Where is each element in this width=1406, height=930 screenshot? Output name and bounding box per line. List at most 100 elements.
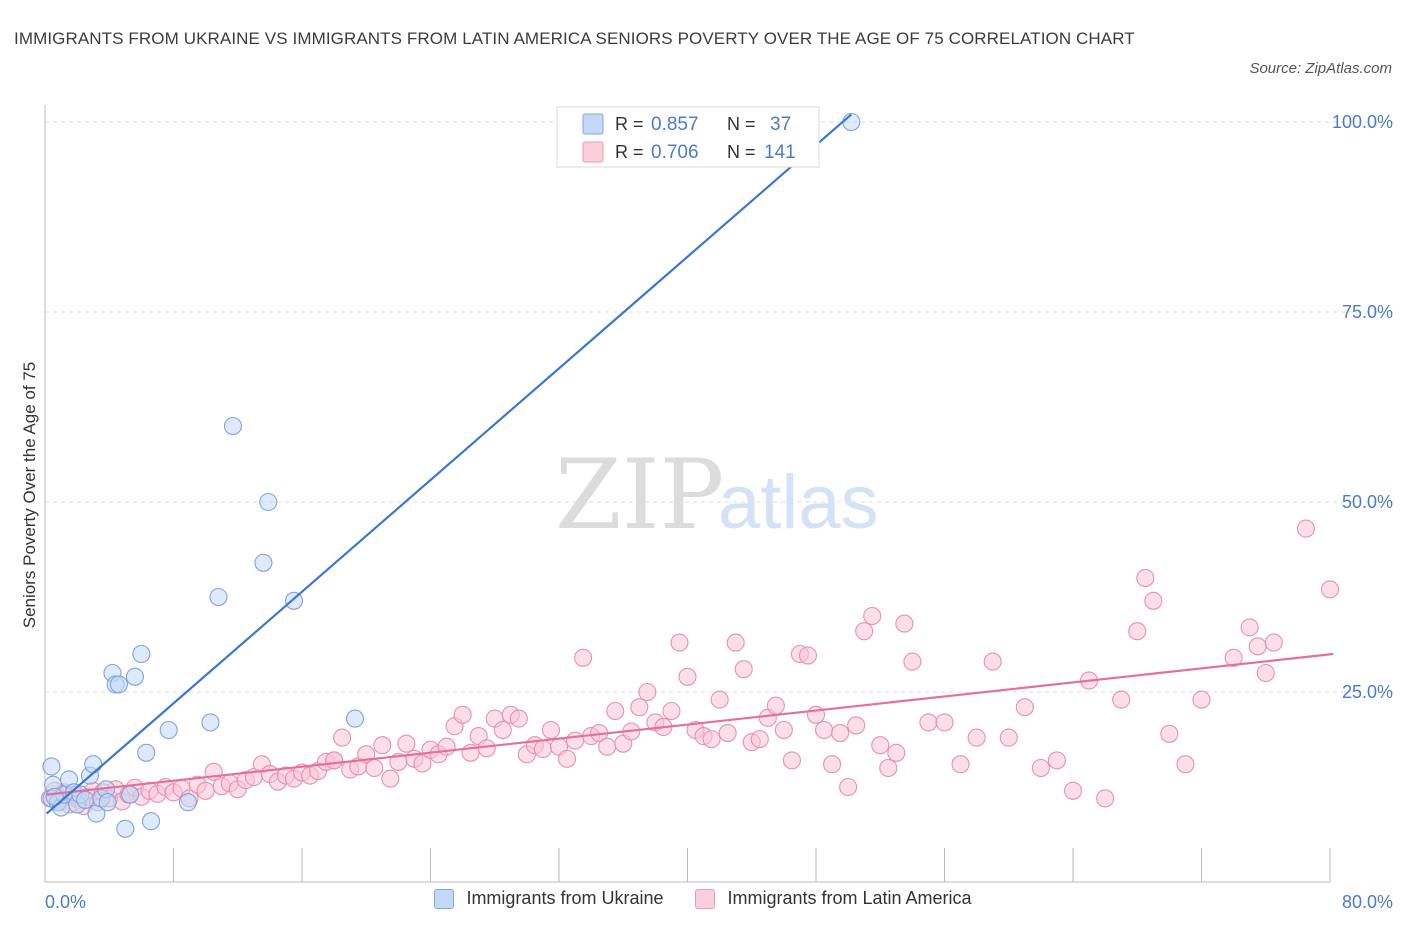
latin-america-point-138 (1296, 519, 1315, 538)
latin-america-point-85 (678, 667, 697, 686)
latin-america-point-98 (782, 751, 801, 770)
ukraine-point-36 (842, 112, 861, 132)
ukraine-point-21 (121, 785, 140, 804)
legend-label-ukraine: Immigrants from Ukraine (466, 888, 664, 908)
stats-legend-r-value-2: 0.706 (651, 142, 699, 163)
ukraine-point-20 (116, 819, 135, 838)
x-tick-label-min: 0.0% (45, 892, 86, 912)
latin-america-point-25 (196, 781, 215, 800)
ukraine-point-10 (76, 790, 95, 809)
latin-america-point-83 (662, 701, 681, 721)
latin-america-point-107 (855, 622, 874, 641)
latin-america-point-137 (1264, 633, 1283, 652)
x-ticks (44, 848, 1331, 882)
stats-legend-r-label-1: R = (615, 114, 644, 134)
latin-america-point-110 (879, 758, 898, 778)
latin-america-point-90 (718, 723, 737, 743)
ukraine-point-16 (98, 793, 117, 812)
legend-item-ukraine[interactable]: Immigrants from Ukraine (434, 888, 663, 909)
latin-america-point-91 (726, 633, 745, 652)
latin-america-point-120 (1015, 698, 1034, 717)
y-axis-title: Seniors Poverty Over the Age of 75 (20, 361, 39, 629)
legend-label-latin-america: Immigrants from Latin America (727, 888, 972, 908)
latin-america-point-108 (863, 606, 882, 626)
latin-america-point-62 (493, 720, 512, 740)
ukraine-point-30 (223, 416, 242, 436)
latin-america-point-97 (774, 720, 793, 740)
latin-america-point-47 (373, 736, 392, 755)
watermark-atlas: atlas (718, 460, 879, 545)
latin-america-point-75 (598, 737, 617, 756)
stats-legend-n-label-1: N = (727, 114, 756, 134)
latin-america-point-64 (509, 709, 528, 728)
latin-america-point-127 (1128, 622, 1147, 641)
latin-america-point-112 (895, 614, 914, 633)
stats-legend-n-value-2: 141 (764, 142, 796, 163)
ukraine-point-24 (137, 743, 156, 762)
latin-america-point-116 (951, 755, 970, 774)
latin-america-point-102 (814, 720, 834, 740)
latin-america-points (40, 519, 1340, 816)
ukraine-point-28 (201, 713, 220, 732)
y-tick-labels: 100.0% 75.0% 50.0% 25.0% (1332, 112, 1393, 702)
gridlines (45, 121, 1393, 693)
y-tick-label-50: 50.0% (1342, 492, 1393, 512)
stats-legend-r-label-2: R = (615, 142, 644, 162)
x-tick-labels: 0.0% 80.0% (45, 892, 1393, 912)
stats-legend-swatch-blue (582, 113, 604, 135)
ukraine-point-25 (141, 812, 161, 831)
ukraine-point-0 (42, 757, 61, 776)
x-tick-label-max: 80.0% (1342, 892, 1393, 912)
y-tick-label-100: 100.0% (1332, 112, 1393, 132)
y-tick-label-75: 75.0% (1342, 302, 1393, 322)
latin-america-point-80 (638, 682, 657, 702)
latin-america-point-134 (1240, 618, 1259, 637)
latin-america-point-92 (734, 660, 753, 679)
latin-america-point-79 (630, 698, 649, 717)
latin-america-point-128 (1136, 568, 1155, 588)
latin-america-point-119 (999, 728, 1018, 747)
latin-america-point-135 (1248, 637, 1267, 656)
ukraine-point-27 (178, 793, 198, 812)
stats-legend-swatch-pink (582, 141, 604, 163)
bottom-legend: Immigrants from Ukraine Immigrants from … (0, 888, 1406, 909)
latin-america-point-57 (453, 705, 472, 724)
latin-america-point-103 (823, 755, 842, 774)
latin-america-point-106 (847, 716, 866, 735)
latin-america-point-100 (798, 646, 818, 665)
ukraine-point-33 (284, 591, 304, 610)
latin-america-point-46 (365, 758, 384, 778)
ukraine-point-32 (259, 492, 278, 512)
latin-america-point-129 (1144, 591, 1163, 610)
latin-america-point-115 (935, 713, 954, 732)
latin-america-point-132 (1192, 690, 1211, 709)
latin-america-point-121 (1031, 758, 1050, 778)
ukraine-point-12 (84, 755, 103, 774)
latin-america-point-55 (437, 737, 456, 756)
latin-america-point-114 (919, 713, 938, 732)
legend-swatch-ukraine (434, 888, 455, 909)
latin-america-point-89 (710, 690, 729, 709)
latin-america-point-105 (839, 777, 858, 797)
latin-america-point-84 (670, 633, 689, 652)
latin-america-point-140 (325, 751, 344, 770)
stats-legend-n-label-2: N = (727, 142, 756, 162)
legend-item-latin-america[interactable]: Immigrants from Latin America (695, 888, 972, 909)
stats-legend: R = 0.857 N = 37 R = 0.706 N = 141 (556, 106, 820, 168)
latin-america-point-117 (967, 728, 986, 747)
ukraine-point-31 (254, 553, 273, 572)
stats-legend-n-value-1: 37 (770, 114, 791, 135)
watermark: ZIP atlas (555, 439, 879, 551)
latin-america-point-72 (574, 648, 593, 667)
latin-america-point-48 (381, 769, 400, 788)
latin-america-point-133 (1224, 648, 1243, 667)
legend-swatch-latin-america (695, 888, 716, 909)
latin-america-point-130 (1160, 724, 1179, 743)
latin-america-point-113 (903, 652, 922, 671)
latin-america-point-104 (831, 723, 850, 743)
latin-america-trend-line (46, 652, 1334, 796)
latin-america-point-118 (983, 652, 1002, 671)
latin-america-point-109 (871, 736, 890, 755)
latin-america-point-70 (557, 749, 577, 768)
